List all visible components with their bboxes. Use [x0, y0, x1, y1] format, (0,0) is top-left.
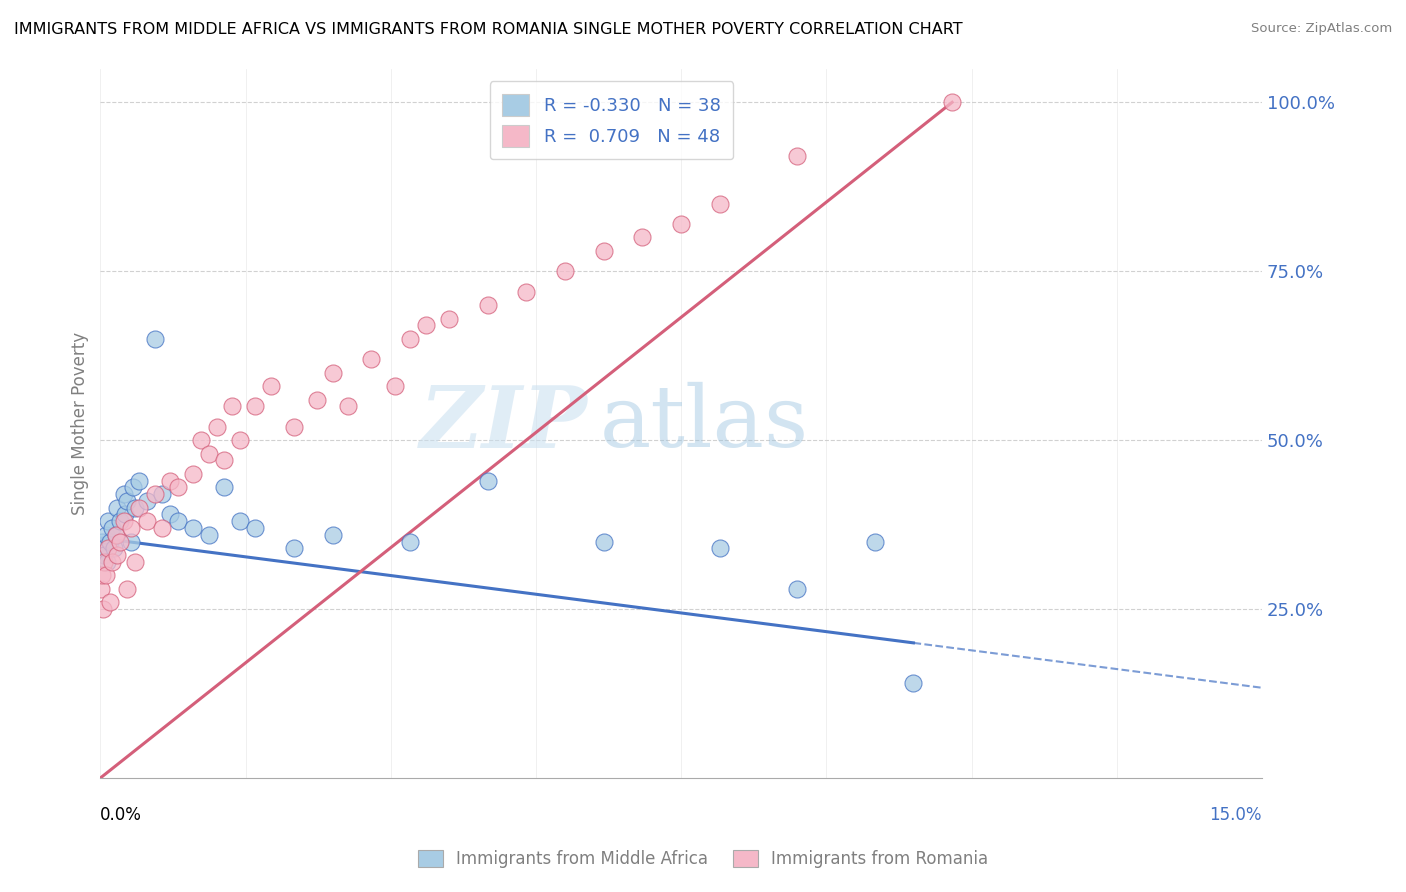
Point	[229, 514, 252, 528]
Point	[229, 433, 252, 447]
Point	[709, 196, 731, 211]
Point	[415, 318, 437, 333]
Point	[337, 400, 360, 414]
Point	[108, 534, 131, 549]
Point	[105, 500, 128, 515]
Legend: Immigrants from Middle Africa, Immigrants from Romania: Immigrants from Middle Africa, Immigrant…	[411, 843, 995, 875]
Point	[104, 527, 127, 541]
Point	[103, 541, 125, 556]
Point	[283, 541, 305, 556]
Point	[631, 230, 654, 244]
Point	[245, 400, 267, 414]
Point	[97, 514, 120, 528]
Point	[166, 514, 188, 528]
Point	[477, 474, 499, 488]
Point	[515, 285, 537, 299]
Point	[592, 244, 614, 258]
Point	[104, 527, 127, 541]
Point	[135, 514, 157, 528]
Point	[212, 453, 235, 467]
Point	[477, 298, 499, 312]
Point	[90, 568, 112, 582]
Point	[122, 480, 145, 494]
Point	[150, 521, 173, 535]
Point	[91, 602, 114, 616]
Y-axis label: Single Mother Poverty: Single Mother Poverty	[72, 332, 89, 515]
Point	[120, 521, 142, 535]
Point	[128, 474, 150, 488]
Point	[903, 676, 925, 690]
Text: 0.0%: 0.0%	[100, 806, 142, 824]
Point	[322, 366, 344, 380]
Legend: R = -0.330   N = 38, R =  0.709   N = 48: R = -0.330 N = 38, R = 0.709 N = 48	[489, 81, 734, 160]
Point	[941, 95, 963, 110]
Text: IMMIGRANTS FROM MIDDLE AFRICA VS IMMIGRANTS FROM ROMANIA SINGLE MOTHER POVERTY C: IMMIGRANTS FROM MIDDLE AFRICA VS IMMIGRA…	[14, 22, 963, 37]
Point	[117, 582, 139, 596]
Point	[221, 400, 243, 414]
Point	[190, 433, 212, 447]
Point	[399, 534, 422, 549]
Point	[197, 447, 219, 461]
Point	[786, 149, 808, 163]
Point	[97, 541, 120, 556]
Point	[94, 568, 117, 582]
Point	[143, 487, 166, 501]
Text: ZIP: ZIP	[420, 382, 588, 465]
Point	[786, 582, 808, 596]
Point	[197, 527, 219, 541]
Point	[93, 548, 115, 562]
Point	[709, 541, 731, 556]
Point	[554, 264, 576, 278]
Point	[101, 555, 124, 569]
Point	[181, 467, 204, 481]
Point	[360, 352, 382, 367]
Point	[105, 548, 128, 562]
Point	[322, 527, 344, 541]
Point	[108, 514, 131, 528]
Point	[135, 494, 157, 508]
Point	[384, 379, 406, 393]
Point	[91, 541, 114, 556]
Point	[98, 595, 121, 609]
Point	[159, 508, 181, 522]
Point	[437, 311, 460, 326]
Point	[260, 379, 283, 393]
Point	[90, 582, 112, 596]
Text: 15.0%: 15.0%	[1209, 806, 1263, 824]
Point	[205, 419, 228, 434]
Point	[124, 555, 146, 569]
Point	[669, 217, 692, 231]
Point	[93, 555, 115, 569]
Text: atlas: atlas	[600, 382, 808, 465]
Text: Source: ZipAtlas.com: Source: ZipAtlas.com	[1251, 22, 1392, 36]
Point	[150, 487, 173, 501]
Point	[128, 500, 150, 515]
Point	[399, 332, 422, 346]
Point	[283, 419, 305, 434]
Point	[124, 500, 146, 515]
Point	[90, 534, 112, 549]
Point	[159, 474, 181, 488]
Point	[98, 534, 121, 549]
Point	[96, 555, 118, 569]
Point	[307, 392, 329, 407]
Point	[112, 514, 135, 528]
Point	[166, 480, 188, 494]
Point	[120, 534, 142, 549]
Point	[143, 332, 166, 346]
Point	[94, 527, 117, 541]
Point	[245, 521, 267, 535]
Point	[212, 480, 235, 494]
Point	[114, 508, 136, 522]
Point	[863, 534, 886, 549]
Point	[112, 487, 135, 501]
Point	[592, 534, 614, 549]
Point	[181, 521, 204, 535]
Point	[117, 494, 139, 508]
Point	[101, 521, 124, 535]
